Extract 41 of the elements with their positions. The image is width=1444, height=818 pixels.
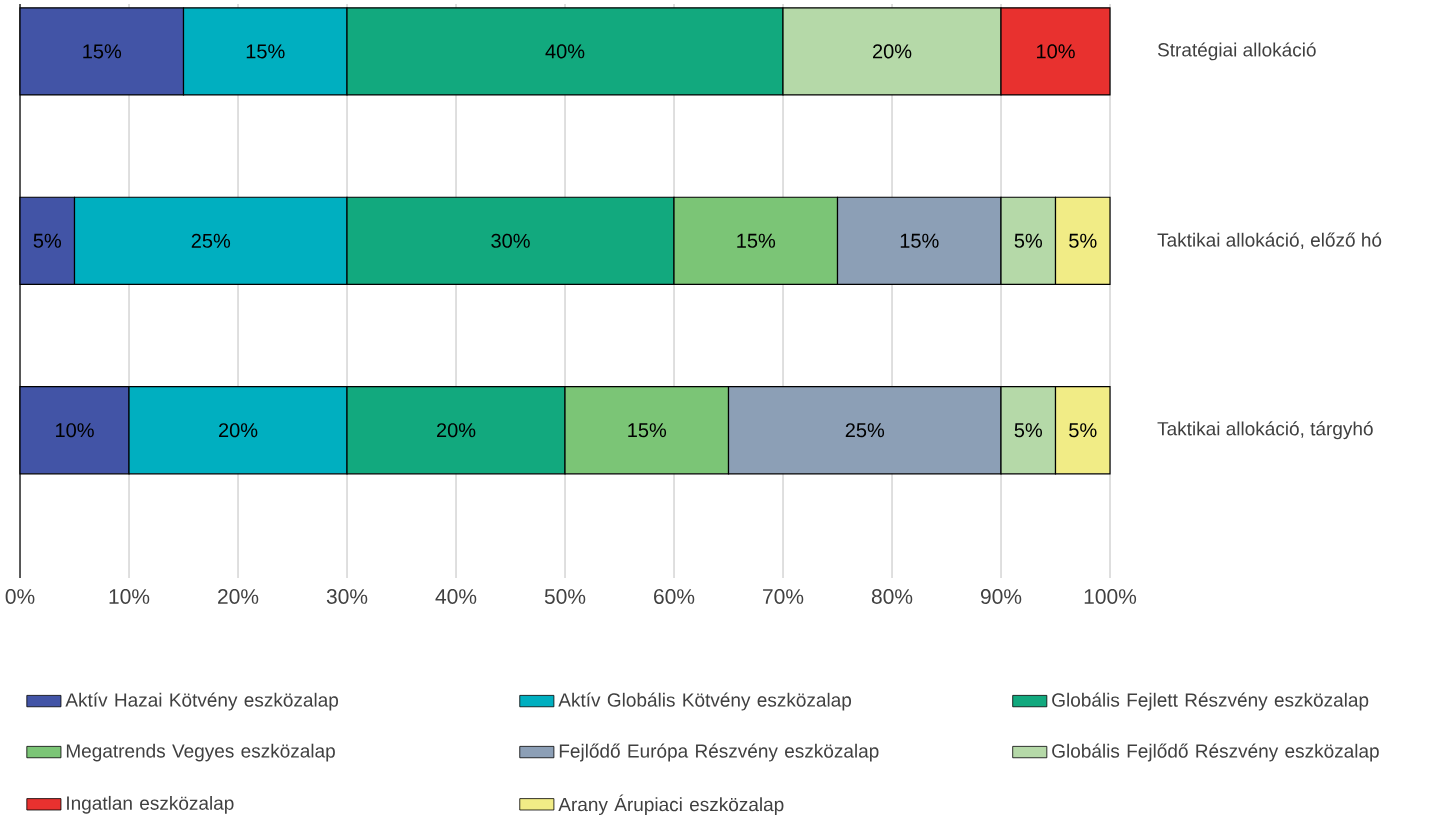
- data-label: 10%: [56, 423, 94, 438]
- data-label: 40%: [545, 44, 585, 59]
- legend-label: Fejlődő Európa Részvény eszközalap: [559, 743, 879, 762]
- data-label: 20%: [873, 44, 912, 59]
- legend-label: Aktív Hazai Kötvény eszközalap: [65, 692, 339, 711]
- x-tick-label: 70%: [763, 589, 804, 604]
- legend-label: Arany Árupiaci eszközalap: [558, 794, 784, 815]
- x-tick-label: 80%: [871, 589, 913, 604]
- x-tick-label: 90%: [980, 589, 1022, 604]
- data-label: 15%: [737, 233, 776, 248]
- x-tick-label: 100%: [1084, 589, 1137, 604]
- y-tick-label: Stratégiai allokáció: [1157, 42, 1316, 61]
- data-label: 5%: [1014, 233, 1043, 248]
- legend-label: Globális Fejlődő Részvény eszközalap: [1052, 743, 1379, 762]
- x-tick-label: 50%: [544, 589, 586, 604]
- data-label: 20%: [437, 423, 476, 438]
- data-label: 10%: [1037, 44, 1075, 59]
- x-tick-label: 60%: [654, 589, 695, 604]
- legend-label: Globális Fejlett Részvény eszközalap: [1052, 692, 1369, 711]
- legend-label: Ingatlan eszközalap: [67, 795, 234, 814]
- y-tick-label: Taktikai allokáció, tárgyhó: [1157, 421, 1373, 440]
- data-label: 5%: [1014, 423, 1043, 438]
- data-label: 30%: [491, 233, 530, 248]
- data-label: 25%: [191, 233, 231, 248]
- x-tick-label: 40%: [435, 589, 477, 604]
- legend-label: Megatrends Vegyes eszközalap: [66, 743, 335, 762]
- x-tick-label: 10%: [109, 589, 150, 604]
- data-label: 15%: [628, 423, 667, 438]
- data-label: 5%: [33, 233, 62, 248]
- x-tick-label: 20%: [218, 589, 259, 604]
- x-tick-label: 30%: [326, 589, 368, 604]
- data-label: 15%: [900, 233, 939, 248]
- data-label: 5%: [1069, 423, 1097, 438]
- x-tick-label: 0%: [5, 589, 35, 604]
- data-label: 25%: [845, 423, 885, 438]
- y-tick-label: Taktikai allokáció, előző hó: [1157, 232, 1382, 250]
- data-label: 15%: [246, 44, 285, 59]
- legend-label: Aktív Globális Kötvény eszközalap: [558, 692, 852, 711]
- data-label: 20%: [219, 423, 258, 438]
- data-label: 5%: [1069, 233, 1097, 248]
- data-label: 15%: [83, 44, 122, 59]
